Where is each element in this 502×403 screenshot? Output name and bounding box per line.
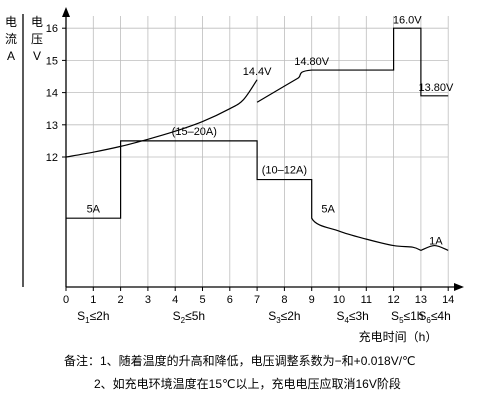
voltage-axis-label-char: 压 (31, 32, 43, 46)
y-tick-labels: 12 13 14 15 16 (46, 23, 66, 164)
x-tick-label: 0 (63, 294, 69, 306)
stage-label: S6≤4h (418, 309, 450, 325)
x-tick-label: 4 (172, 294, 178, 306)
x-tick-labels: 0 1 2 3 4 5 6 7 8 9 10 11 12 13 14 (63, 287, 454, 306)
curve-annotation: 5A (87, 203, 101, 215)
x-tick-label: 13 (415, 294, 427, 306)
x-tick-label: 2 (118, 294, 124, 306)
current-curve-segment (420, 244, 449, 251)
x-tick-label: 7 (254, 294, 260, 306)
curves (65, 27, 449, 251)
x-axis-arrow (454, 283, 464, 291)
curve-annotation: 16.0V (393, 14, 422, 26)
voltage-axis-label-char: 电 (31, 15, 43, 29)
x-tick-label: 14 (442, 294, 454, 306)
voltage-curve-segment (256, 27, 449, 103)
annotations: 14.4V 14.80V 16.0V 13.80V 5A (15–20A) (10–12A)… (87, 14, 454, 247)
current-axis-label-char: 流 (5, 32, 17, 46)
stage-label: S3≤2h (268, 309, 300, 325)
y-axis-arrow (62, 7, 70, 17)
stage-label: S1≤2h (77, 309, 109, 325)
axes (22, 7, 464, 291)
x-tick-label: 11 (361, 294, 372, 306)
x-tick-label: 5 (199, 294, 205, 306)
note-line-2: 2、如充电环境温度在15℃以上，充电电压应取消16V阶段 (94, 377, 401, 391)
y-axis-labels: 电流A 电压V (5, 15, 43, 63)
x-tick-label: 3 (145, 294, 151, 306)
curve-annotation: 14.80V (294, 56, 330, 68)
stage-label: S5≤1h (391, 309, 423, 325)
y-tick-label: 14 (46, 88, 58, 100)
note-line-1: 备注：1、随着温度的升高和降低，电压调整系数为−和+0.018V/℃ (64, 354, 416, 368)
y-tick-label: 15 (46, 55, 58, 67)
curve-annotation: 13.80V (418, 82, 454, 94)
y-tick-label: 12 (46, 152, 58, 164)
x-tick-label: 10 (333, 294, 345, 306)
stage-label: S2≤5h (173, 309, 205, 325)
voltage-curve-segment (65, 79, 258, 158)
current-axis-label-char: A (7, 49, 15, 63)
curve-annotation: (15–20A) (172, 126, 217, 138)
curve-annotation: 14.4V (243, 66, 272, 78)
curve-annotation: (10–12A) (262, 165, 307, 177)
x-axis-label: 充电时间（h） (359, 329, 438, 344)
current-curve-segment (66, 140, 422, 251)
y-tick-label: 13 (46, 120, 58, 132)
x-tick-label: 8 (281, 294, 287, 306)
x-tick-label: 6 (227, 294, 233, 306)
x-tick-label: 1 (90, 294, 96, 306)
stage-label: S4≤3h (336, 309, 368, 325)
curve-annotation: 5A (321, 203, 335, 215)
voltage-axis-label-char: V (33, 49, 41, 63)
current-axis-label-char: 电 (5, 15, 17, 29)
x-tick-label: 9 (309, 294, 315, 306)
y-tick-label: 16 (46, 23, 58, 35)
curve-annotation: 1A (429, 236, 443, 248)
x-tick-label: 12 (387, 294, 399, 306)
